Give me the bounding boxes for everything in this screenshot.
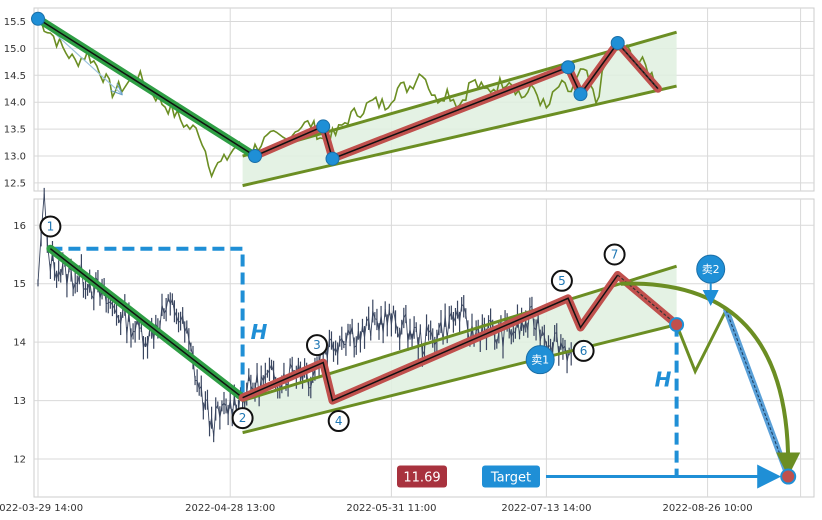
wave-7-label: 7 (611, 248, 619, 262)
x-axis-tick-labels: 2022-03-29 14:00 2022-04-28 13:00 2022-05-… (0, 503, 753, 514)
top-price-panel: 12.5 13.0 13.5 14.0 14.5 15.0 15.5 (4, 7, 815, 192)
target-marker (780, 468, 797, 485)
bottom-y-tick-label: 12 (13, 455, 26, 466)
top-chart-content (31, 11, 678, 188)
x-tick-label: 2022-07-13 14:00 (501, 503, 591, 514)
bottom-y-tick-label: 14 (13, 338, 26, 349)
top-panel-frame (33, 7, 815, 192)
top-price-line (37, 18, 659, 179)
target-badge-text: Target (490, 471, 531, 486)
wave-5-circle (550, 269, 573, 292)
bottom-y-axis-ticks: 12 13 14 15 16 (13, 221, 26, 466)
top-y-tick-label: 13.0 (4, 152, 26, 163)
bottom-chart-content: H H 11.69 Target 卖1 卖2 1 2 3 4 5 6 7 (37, 187, 801, 489)
top-y-tick-label: 15.0 (4, 44, 26, 55)
top-pivot-marker (325, 151, 340, 166)
wave-1-label: 1 (47, 219, 55, 233)
projection-arc (620, 281, 801, 477)
top-y-tick-label: 14.0 (4, 98, 26, 109)
wave-5-label: 5 (558, 274, 566, 288)
wave-4-label: 4 (335, 414, 343, 428)
bottom-downtrend-core (49, 248, 244, 399)
bottom-channel-lower (242, 323, 677, 435)
wave-2-circle (231, 407, 254, 430)
x-tick-label: 2022-08-26 10:00 (663, 503, 753, 514)
wave-6-label: 6 (580, 344, 588, 358)
h-measure-dashed (50, 246, 245, 398)
top-y-tick-label: 13.5 (4, 125, 26, 136)
top-channel-lower (242, 84, 677, 188)
wave-7-circle (603, 243, 626, 266)
wave-3-circle (306, 334, 328, 357)
top-pivot-marker (561, 60, 576, 75)
top-channel-upper (242, 30, 678, 158)
sell-signal-2-label: 卖2 (702, 263, 720, 276)
top-y-tick-label: 15.5 (4, 17, 26, 28)
wave-1-circle (39, 215, 62, 238)
target-value-badge (397, 465, 447, 488)
top-trend-core-line (37, 18, 659, 160)
wave-6-circle (572, 339, 595, 362)
wave-2-label: 2 (239, 411, 247, 425)
x-tick-label: 2022-05-31 11:00 (346, 503, 436, 514)
bottom-y-tick-label: 16 (13, 221, 26, 232)
top-y-tick-label: 14.5 (4, 71, 26, 82)
bottom-y-tick-label: 13 (13, 396, 26, 407)
top-trend-tail-dashed (617, 42, 659, 90)
wave-4-circle (327, 410, 350, 433)
top-pivot-marker (316, 119, 331, 134)
breakdown-marker (669, 317, 685, 333)
top-pivot-marker (31, 11, 45, 26)
top-pivot-marker (573, 87, 588, 102)
top-y-tick-label: 12.5 (4, 178, 26, 189)
top-pivot-marker (610, 35, 625, 50)
sell-signal-1-circle (525, 345, 555, 375)
projection-drop-band (723, 307, 792, 480)
x-tick-label: 2022-03-29 14:00 (0, 503, 83, 514)
h-measure-label: H (251, 320, 268, 344)
projection-zigzag (675, 309, 728, 376)
target-value-text: 11.69 (403, 471, 440, 486)
bottom-y-tick-label: 15 (13, 279, 26, 290)
top-grid (34, 8, 814, 191)
target-badge (482, 465, 540, 488)
h-target-label: H (655, 368, 672, 392)
top-pivot-marker (248, 149, 262, 164)
bottom-grid (34, 199, 814, 497)
x-tick-label: 2022-04-28 13:00 (185, 503, 275, 514)
bottom-uptrend-core (242, 274, 619, 402)
top-y-axis-ticks: 12.5 13.0 13.5 14.0 14.5 15.0 15.5 (4, 17, 26, 189)
sell-signal-1-label: 卖1 (531, 354, 549, 367)
wave-3-label: 3 (313, 338, 321, 352)
